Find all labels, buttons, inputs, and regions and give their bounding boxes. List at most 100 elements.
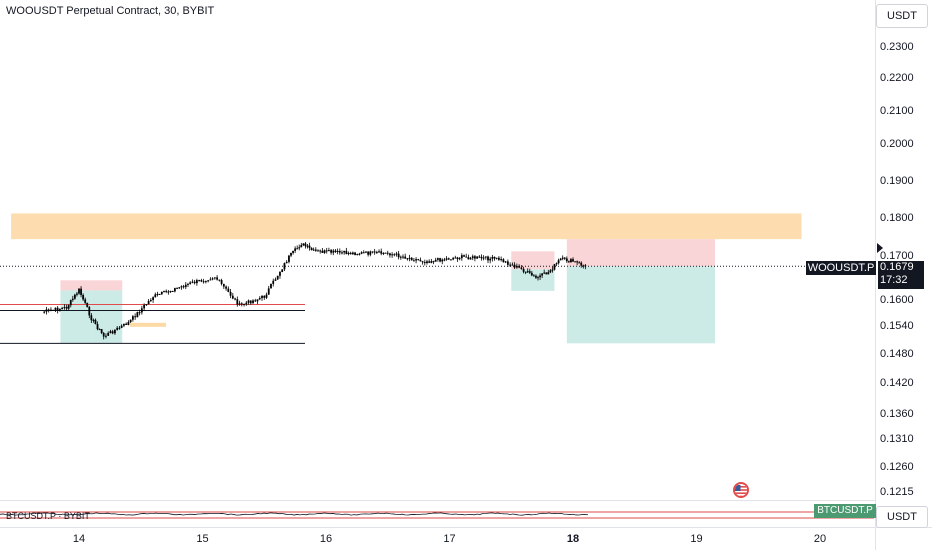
levels-layer [0, 243, 883, 344]
candle-body [213, 277, 216, 279]
candle-body [143, 305, 146, 309]
candle-body [285, 261, 288, 264]
candle-body [156, 293, 159, 295]
candle-body [341, 252, 343, 254]
candle-body [288, 255, 290, 262]
candle-body [452, 258, 455, 260]
candle-body [565, 258, 568, 262]
candle-body [555, 263, 558, 265]
candle-body [78, 288, 80, 294]
candle-body [430, 261, 433, 263]
candle-body [332, 250, 335, 253]
candle-body [222, 283, 225, 287]
date-tick: 18 [566, 533, 580, 545]
candle-body [513, 264, 516, 268]
candle-body [389, 253, 391, 256]
currency-button-bottom[interactable]: USDT [876, 506, 928, 528]
price-tick: 0.1420 [880, 377, 914, 389]
candle-body [498, 257, 500, 260]
flag-graphic [735, 485, 747, 496]
candle-body [131, 316, 134, 320]
price-tick: 0.1600 [880, 294, 914, 306]
candle-body [245, 302, 248, 305]
candle-body [109, 331, 112, 333]
candle-body [426, 261, 428, 264]
candle-body [580, 262, 583, 266]
target-zone-7 [566, 266, 716, 344]
candle-body [47, 309, 50, 311]
candle-body [167, 291, 170, 293]
candle-body [386, 252, 389, 254]
price-tick: 0.2200 [880, 72, 914, 84]
candle-body [526, 271, 529, 273]
candle-body [397, 253, 400, 258]
candle-body [165, 290, 168, 292]
candle-body [584, 265, 587, 267]
candle-body [292, 250, 294, 253]
candle-body [328, 250, 330, 252]
candle-body [450, 259, 452, 261]
candle-body [191, 281, 194, 283]
candle-body [195, 280, 198, 284]
axis-arrow [877, 243, 883, 253]
candle-body [71, 298, 74, 300]
price-tick: 0.1540 [880, 320, 914, 332]
candle-body [518, 265, 521, 268]
candle-body [506, 261, 509, 265]
entry-marker [130, 322, 166, 327]
candle-body [436, 258, 439, 260]
candle-body [549, 270, 552, 273]
candle-body [263, 295, 266, 298]
price-tick: 0.1800 [880, 212, 914, 224]
candle-body [478, 256, 481, 258]
candle-body [378, 251, 380, 253]
candle-body [123, 323, 125, 326]
us-flag-icon[interactable] [733, 482, 749, 498]
candle-body [171, 290, 174, 292]
candle-body [310, 247, 313, 250]
candle-body [404, 256, 407, 259]
pane-divider [0, 500, 875, 501]
candle-body [567, 261, 570, 263]
sub-chart-title: BTCUSDT.P · BYBIT [6, 511, 90, 521]
candle-body [393, 254, 396, 256]
price-tick: 0.1700 [880, 250, 914, 262]
candle-body [421, 261, 424, 263]
candle-body [225, 286, 227, 289]
candle-body [198, 280, 201, 282]
candle-body [369, 251, 372, 255]
candle-body [553, 264, 556, 270]
candle-body [382, 252, 385, 254]
btc-price-badge: BTCUSDT.P [814, 504, 876, 518]
candle-body [300, 245, 303, 248]
candle-body [265, 294, 268, 298]
time-axis-divider [0, 527, 932, 528]
candle-body [207, 280, 210, 282]
candle-body [184, 284, 187, 288]
candle-body [82, 294, 85, 300]
candle-body [471, 256, 474, 259]
supply-zone-0 [11, 213, 802, 240]
price-tick: 0.1900 [880, 175, 914, 187]
stop-zone-4 [511, 251, 555, 270]
candle-body [367, 251, 370, 255]
candle-body [504, 261, 507, 263]
candle-body [582, 265, 585, 267]
candle-body [125, 323, 128, 326]
candle-body [447, 258, 450, 260]
candle-body [189, 282, 192, 284]
candle-body [334, 250, 337, 253]
candle-body [238, 303, 241, 305]
currency-button-top[interactable]: USDT [876, 4, 928, 28]
candle-body [321, 250, 324, 253]
candle-body [243, 303, 245, 305]
candle-body [491, 256, 494, 259]
candle-body [63, 307, 66, 309]
candle-body [220, 280, 223, 284]
date-tick: 14 [72, 533, 86, 545]
candle-body [417, 259, 420, 261]
candle-body [574, 261, 576, 263]
candle-body [290, 252, 292, 256]
price-tick: 0.2300 [880, 41, 914, 53]
